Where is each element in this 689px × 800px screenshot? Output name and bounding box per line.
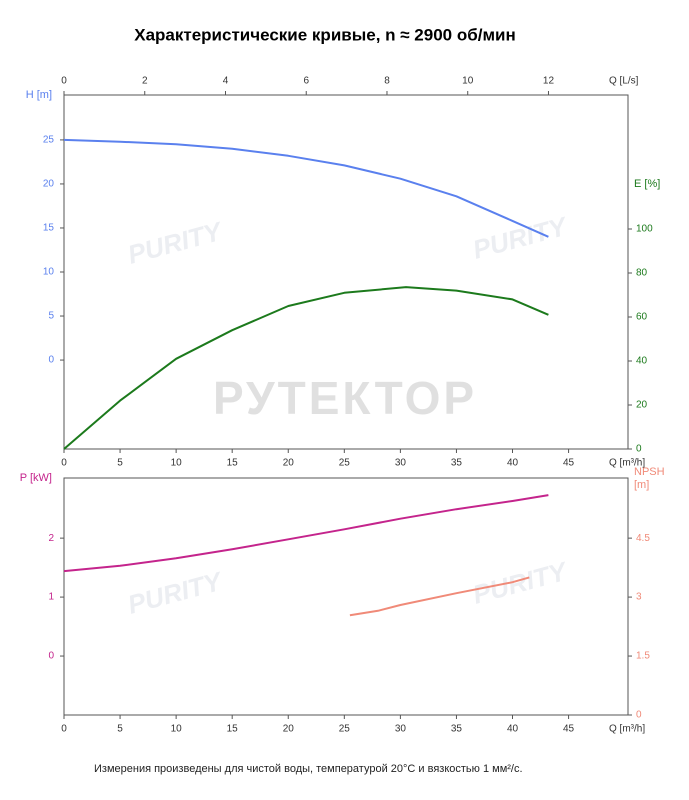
logo-watermark: PURITY <box>125 565 227 619</box>
x2-tick-label: 4 <box>223 76 229 87</box>
y2-tick-label: 20 <box>636 400 648 411</box>
y-tick-label: 25 <box>43 135 55 146</box>
y2-tick-label: 40 <box>636 356 648 367</box>
x-tick-label: 20 <box>283 724 295 735</box>
plot-frame <box>63 477 629 716</box>
y-tick-label: 10 <box>43 267 55 278</box>
x2-tick-label: 0 <box>61 76 67 87</box>
y2-tick-label: 3 <box>636 592 642 603</box>
y-axis-label: P [kW] <box>20 472 52 484</box>
x-tick-label: 40 <box>507 458 519 469</box>
y-tick-label: 0 <box>48 355 54 366</box>
curve-h <box>63 138 549 238</box>
x-tick-label: 20 <box>283 458 295 469</box>
y-tick-label: 2 <box>48 533 54 544</box>
y2-tick-label: 1.5 <box>636 651 650 662</box>
x-tick-label: 15 <box>227 458 239 469</box>
x2-tick-label: 2 <box>142 76 148 87</box>
y-tick-label: 15 <box>43 223 55 234</box>
x-tick-label: 10 <box>171 724 183 735</box>
y-tick-label: 20 <box>43 179 55 190</box>
y-tick-label: 1 <box>48 592 54 603</box>
x-tick-label: 35 <box>451 458 463 469</box>
y-tick-label: 5 <box>48 311 54 322</box>
x2-tick-label: 10 <box>462 76 474 87</box>
y2-tick-label: 100 <box>636 224 653 235</box>
x-tick-label: 5 <box>117 724 123 735</box>
logo-watermark: PURITY <box>125 215 227 269</box>
title: Характеристические кривые, n ≈ 2900 об/м… <box>134 25 516 44</box>
x-axis-label: Q [m³/h] <box>609 724 645 735</box>
x-tick-label: 10 <box>171 458 183 469</box>
watermark: РУТЕКТОР <box>213 372 477 424</box>
x2-tick-label: 12 <box>543 76 555 87</box>
y2-tick-label: 4.5 <box>636 533 650 544</box>
x-tick-label: 30 <box>395 458 407 469</box>
x-tick-label: 45 <box>563 458 575 469</box>
x-axis-label: Q [m³/h] <box>609 458 645 469</box>
x-tick-label: 25 <box>339 458 351 469</box>
x-tick-label: 25 <box>339 724 351 735</box>
x-tick-label: 15 <box>227 724 239 735</box>
curve-p <box>63 494 549 573</box>
x-tick-label: 45 <box>563 724 575 735</box>
curve-npsh <box>349 576 530 617</box>
y2-axis-label: NPSH <box>634 466 665 478</box>
y2-tick-label: 60 <box>636 312 648 323</box>
x-tick-label: 35 <box>451 724 463 735</box>
y-tick-label: 0 <box>48 651 54 662</box>
x2-tick-label: 6 <box>303 76 309 87</box>
footnote: Измерения произведены для чистой воды, т… <box>94 763 523 775</box>
y2-tick-label: 80 <box>636 268 648 279</box>
x2-tick-label: 8 <box>384 76 390 87</box>
x-tick-label: 0 <box>61 724 67 735</box>
logo-watermark: PURITY <box>470 210 572 264</box>
x2-axis-label: Q [L/s] <box>609 76 639 87</box>
y2-tick-label: 0 <box>636 710 642 721</box>
y2-tick-label: 0 <box>636 444 642 455</box>
logo-watermark: PURITY <box>470 555 572 609</box>
y-axis-label: H [m] <box>26 89 52 101</box>
curve-e <box>63 286 549 450</box>
x-tick-label: 40 <box>507 724 519 735</box>
x-tick-label: 30 <box>395 724 407 735</box>
y2-axis-label: [m] <box>634 479 649 491</box>
y2-axis-label: E [%] <box>634 178 660 190</box>
x-tick-label: 0 <box>61 458 67 469</box>
x-tick-label: 5 <box>117 458 123 469</box>
